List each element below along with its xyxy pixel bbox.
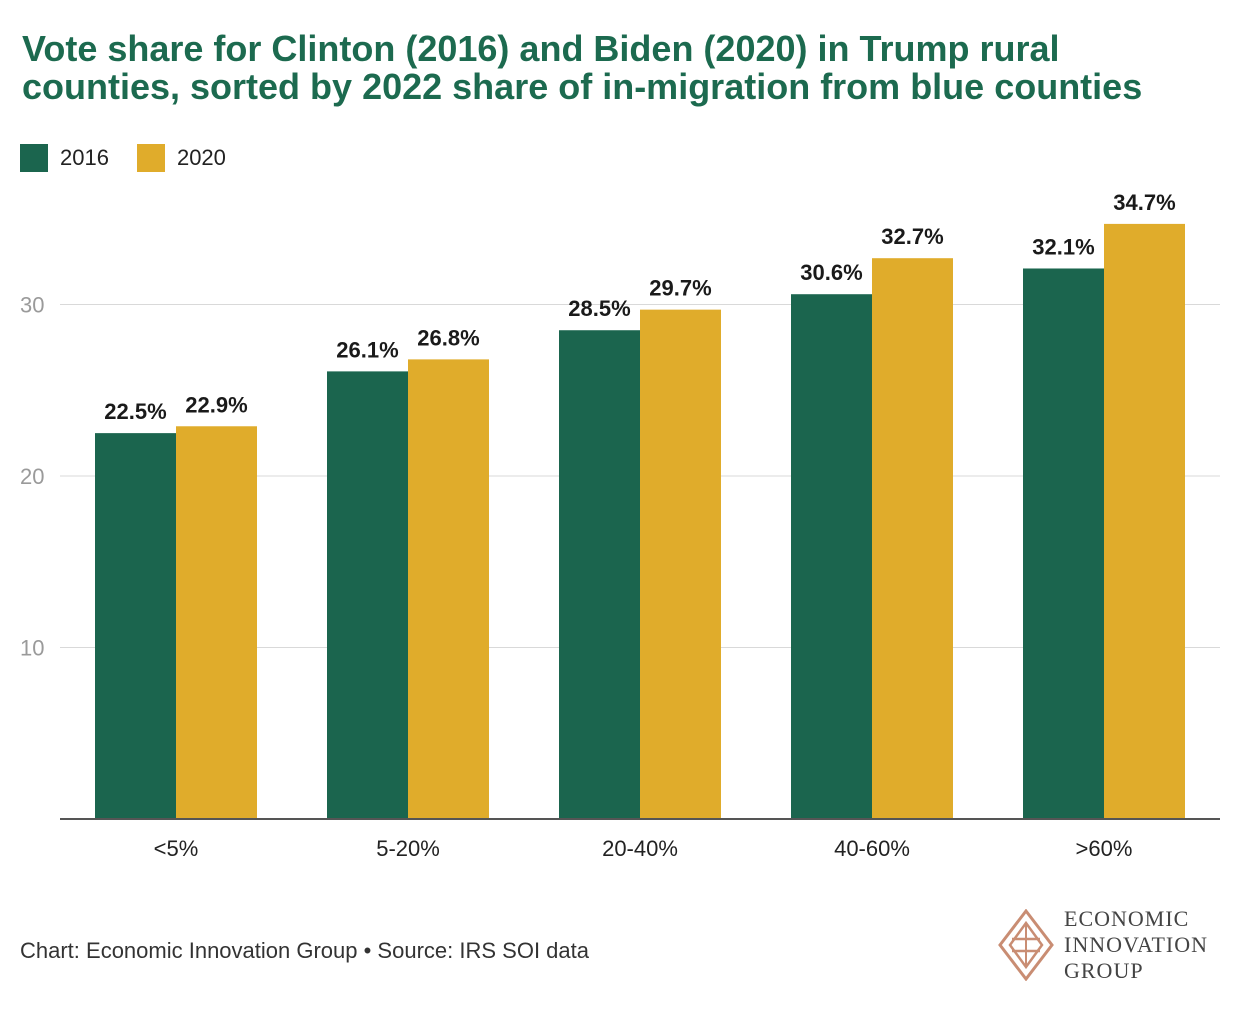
y-tick-label-30: 30 [20,293,44,318]
chart-footer: Chart: Economic Innovation Group • Sourc… [20,938,589,963]
logo-wordmark: ECONOMIC INNOVATION GROUP [1064,906,1208,984]
bar-2020-2 [640,309,721,819]
legend-item-2016: 2016 [20,144,109,172]
logo-line-1: ECONOMIC [1064,906,1190,931]
data-label-2020-0: 22.9% [185,392,247,417]
data-label-2016-3: 30.6% [800,260,862,285]
x-tick-label-1: 5-20% [376,836,440,861]
diamond-logo-icon [998,909,1054,981]
bar-2020-4 [1104,223,1185,819]
chart-title-line-1: Vote share for Clinton (2016) and Biden … [22,28,1060,69]
data-label-2020-2: 29.7% [649,276,711,301]
legend-label-2016: 2016 [60,145,109,170]
legend-swatch-2016 [20,144,48,172]
bar-2016-0 [95,433,176,819]
legend: 2016 2020 [20,144,254,172]
bar-2020-0 [176,426,257,819]
x-tick-label-3: 40-60% [834,836,910,861]
x-tick-label-2: 20-40% [602,836,678,861]
data-label-2016-2: 28.5% [568,296,630,321]
bar-2016-3 [791,294,872,820]
bar-2016-2 [559,330,640,819]
data-label-2020-4: 34.7% [1113,190,1175,215]
legend-item-2020: 2020 [136,144,226,172]
bar-2020-1 [408,359,489,819]
data-label-2020-3: 32.7% [881,224,943,249]
x-tick-label-4: >60% [1076,836,1133,861]
data-label-2016-1: 26.1% [336,337,398,362]
bar-2020-3 [872,258,953,819]
bar-2016-1 [327,371,408,819]
chart-title: Vote share for Clinton (2016) and Biden … [22,30,1222,106]
y-tick-label-10: 10 [20,636,44,661]
eig-logo: ECONOMIC INNOVATION GROUP [998,906,1208,984]
chart-title-line-2: counties, sorted by 2022 share of in-mig… [22,66,1143,107]
x-tick-label-0: <5% [154,836,199,861]
data-label-2020-1: 26.8% [417,325,479,350]
legend-swatch-2020 [136,144,165,172]
y-tick-label-20: 20 [20,464,44,489]
data-label-2016-0: 22.5% [104,399,166,424]
bar-chart: 10 20 30 22.5% 22.9% <5% 26.1% 26.8% 5-20% 28.5% 2… [20,190,1220,861]
bar-2016-4 [1023,268,1104,819]
logo-line-2: INNOVATION [1064,932,1209,957]
legend-label-2020: 2020 [176,145,226,170]
data-label-2016-4: 32.1% [1032,234,1094,259]
logo-line-3: GROUP [1064,958,1144,983]
